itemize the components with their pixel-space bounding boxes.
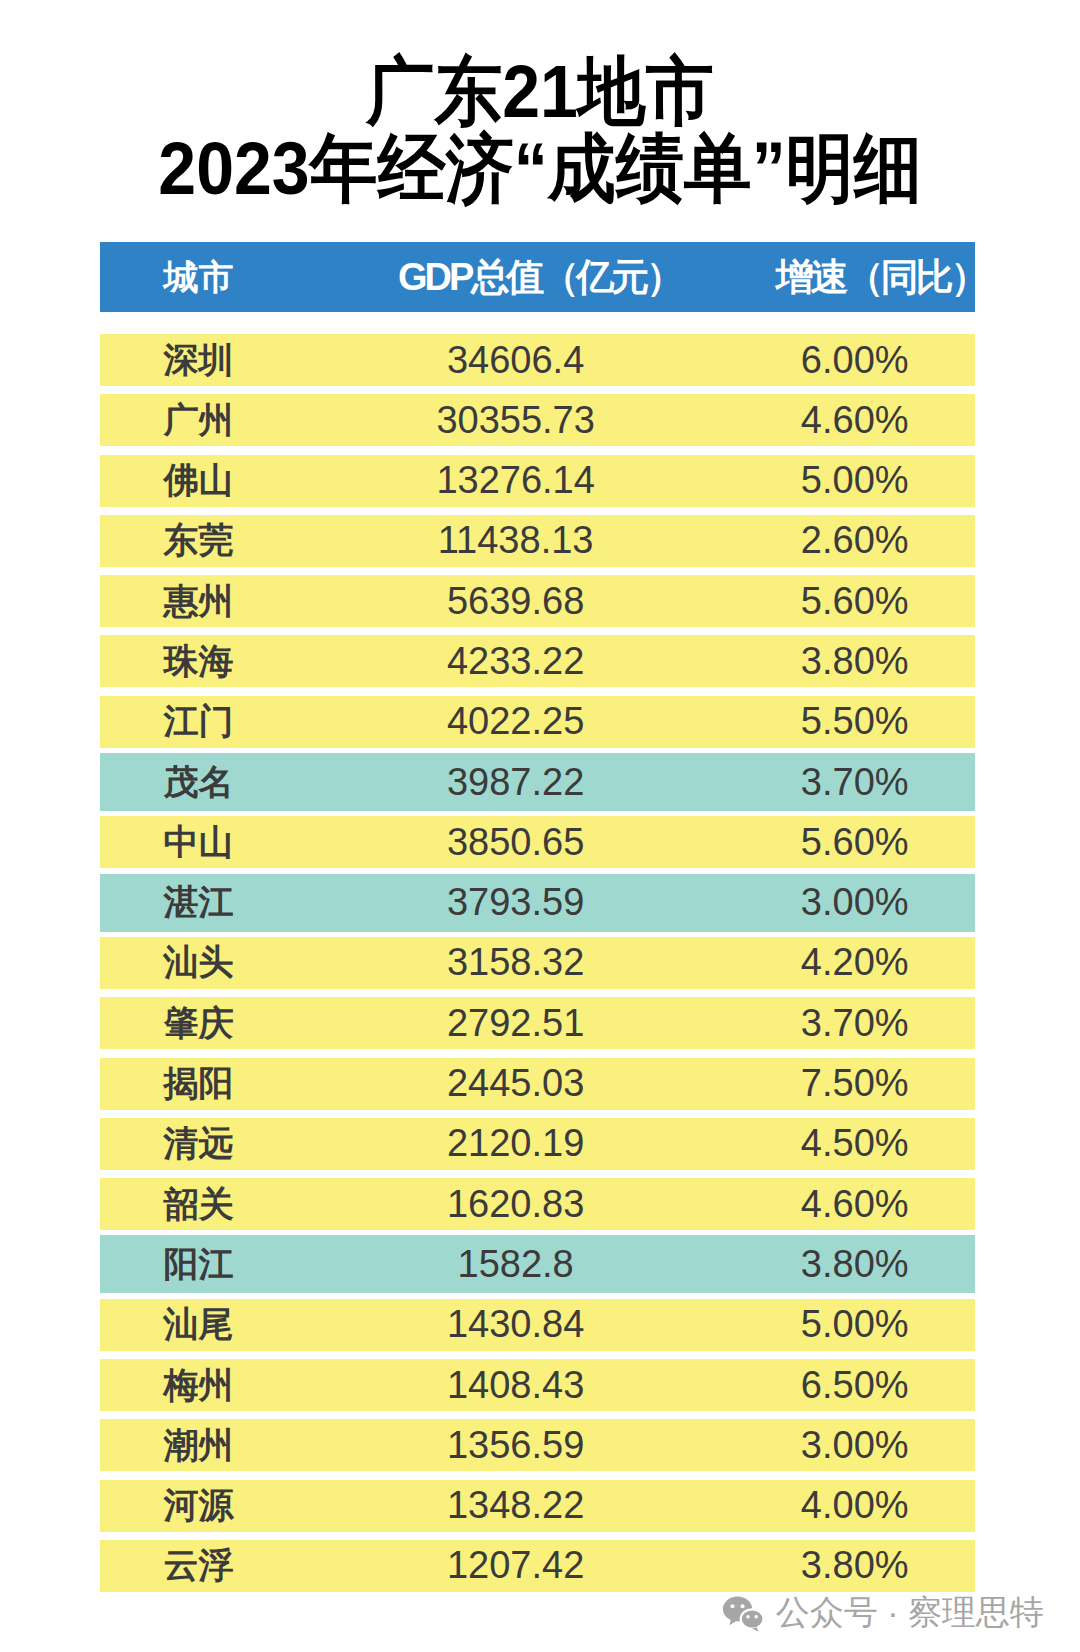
growth-cell: 3.70%: [734, 1002, 975, 1045]
growth-cell: 5.00%: [734, 459, 975, 502]
gdp-cell: 11438.13: [297, 519, 735, 562]
table-row: 湛江3793.593.00%: [100, 874, 975, 932]
growth-cell: 3.80%: [734, 1243, 975, 1286]
growth-cell: 2.60%: [734, 519, 975, 562]
city-cell: 肇庆: [100, 1000, 297, 1047]
growth-cell: 7.50%: [734, 1062, 975, 1105]
city-cell: 韶关: [100, 1181, 297, 1228]
table-row: 云浮1207.423.80%: [100, 1540, 975, 1592]
table-row: 中山3850.655.60%: [100, 816, 975, 868]
gdp-cell: 1348.22: [297, 1484, 735, 1527]
header-gdp: GDP总值（亿元）: [321, 252, 759, 303]
growth-cell: 5.50%: [734, 700, 975, 743]
gdp-cell: 3987.22: [297, 761, 735, 804]
gdp-cell: 1207.42: [297, 1544, 735, 1587]
growth-cell: 3.80%: [734, 1544, 975, 1587]
growth-cell: 4.50%: [734, 1122, 975, 1165]
table-row: 清远2120.194.50%: [100, 1118, 975, 1170]
header-growth: 增速（同比）: [760, 252, 1001, 303]
city-cell: 东莞: [100, 517, 297, 564]
table-row: 汕头3158.324.20%: [100, 937, 975, 989]
city-cell: 汕头: [100, 939, 297, 986]
growth-cell: 4.60%: [734, 399, 975, 442]
gdp-cell: 34606.4: [297, 339, 735, 382]
table-row: 江门4022.255.50%: [100, 696, 975, 748]
gdp-cell: 2792.51: [297, 1002, 735, 1045]
city-cell: 汕尾: [100, 1301, 297, 1348]
gdp-cell: 3850.65: [297, 821, 735, 864]
table-row: 阳江1582.83.80%: [100, 1235, 975, 1293]
table-row: 汕尾1430.845.00%: [100, 1299, 975, 1351]
gdp-cell: 3158.32: [297, 941, 735, 984]
gdp-cell: 2445.03: [297, 1062, 735, 1105]
growth-cell: 4.00%: [734, 1484, 975, 1527]
city-cell: 江门: [100, 698, 297, 745]
growth-cell: 3.80%: [734, 640, 975, 683]
wechat-icon: [722, 1595, 764, 1632]
city-cell: 云浮: [100, 1542, 297, 1589]
title-line-1: 广东21地市: [0, 52, 1080, 129]
growth-cell: 5.60%: [734, 580, 975, 623]
city-cell: 珠海: [100, 638, 297, 685]
gdp-table: 城市 GDP总值（亿元） 增速（同比） 深圳34606.46.00% 广州3035…: [100, 242, 975, 1592]
growth-cell: 3.00%: [734, 881, 975, 924]
city-cell: 潮州: [100, 1422, 297, 1469]
gdp-cell: 1582.8: [297, 1243, 735, 1286]
city-cell: 阳江: [100, 1241, 297, 1288]
gdp-cell: 3793.59: [297, 881, 735, 924]
table-row: 肇庆2792.513.70%: [100, 997, 975, 1049]
city-cell: 中山: [100, 819, 297, 866]
city-cell: 深圳: [100, 337, 297, 384]
table-body: 深圳34606.46.00%广州30355.734.60%佛山13276.145…: [100, 334, 975, 1592]
watermark-text: 公众号 · 察理思特: [776, 1590, 1044, 1636]
growth-cell: 5.60%: [734, 821, 975, 864]
table-row: 河源1348.224.00%: [100, 1480, 975, 1532]
gdp-cell: 30355.73: [297, 399, 735, 442]
growth-cell: 4.20%: [734, 941, 975, 984]
table-row: 茂名3987.223.70%: [100, 753, 975, 811]
page-title: 广东21地市 2023年经济“成绩单”明细: [0, 52, 1080, 206]
city-cell: 佛山: [100, 457, 297, 504]
city-cell: 茂名: [100, 759, 297, 806]
growth-cell: 5.00%: [734, 1303, 975, 1346]
growth-cell: 6.00%: [734, 339, 975, 382]
city-cell: 湛江: [100, 879, 297, 926]
header-city: 城市: [100, 254, 297, 301]
growth-cell: 4.60%: [734, 1183, 975, 1226]
city-cell: 清远: [100, 1120, 297, 1167]
table-row: 广州30355.734.60%: [100, 394, 975, 446]
city-cell: 河源: [100, 1482, 297, 1529]
table-row: 深圳34606.46.00%: [100, 334, 975, 386]
gdp-cell: 4233.22: [297, 640, 735, 683]
table-row: 佛山13276.145.00%: [100, 455, 975, 507]
city-cell: 惠州: [100, 578, 297, 625]
city-cell: 梅州: [100, 1362, 297, 1409]
gdp-cell: 2120.19: [297, 1122, 735, 1165]
table-row: 揭阳2445.037.50%: [100, 1058, 975, 1110]
city-cell: 广州: [100, 397, 297, 444]
watermark: 公众号 · 察理思特: [722, 1590, 1044, 1636]
table-row: 韶关1620.834.60%: [100, 1178, 975, 1230]
table-row: 惠州5639.685.60%: [100, 575, 975, 627]
gdp-cell: 1620.83: [297, 1183, 735, 1226]
table-row: 梅州1408.436.50%: [100, 1359, 975, 1411]
gdp-cell: 4022.25: [297, 700, 735, 743]
gdp-cell: 5639.68: [297, 580, 735, 623]
growth-cell: 6.50%: [734, 1364, 975, 1407]
table-row: 东莞11438.132.60%: [100, 515, 975, 567]
gdp-cell: 1356.59: [297, 1424, 735, 1467]
gdp-cell: 1430.84: [297, 1303, 735, 1346]
gdp-cell: 13276.14: [297, 459, 735, 502]
city-cell: 揭阳: [100, 1060, 297, 1107]
gdp-cell: 1408.43: [297, 1364, 735, 1407]
table-row: 珠海4233.223.80%: [100, 635, 975, 687]
title-line-2: 2023年经济“成绩单”明细: [0, 129, 1080, 206]
table-row: 潮州1356.593.00%: [100, 1419, 975, 1471]
growth-cell: 3.70%: [734, 761, 975, 804]
table-header-row: 城市 GDP总值（亿元） 增速（同比）: [100, 242, 975, 312]
growth-cell: 3.00%: [734, 1424, 975, 1467]
page: 广东21地市 2023年经济“成绩单”明细 城市 GDP总值（亿元） 增速（同比…: [0, 0, 1080, 1652]
